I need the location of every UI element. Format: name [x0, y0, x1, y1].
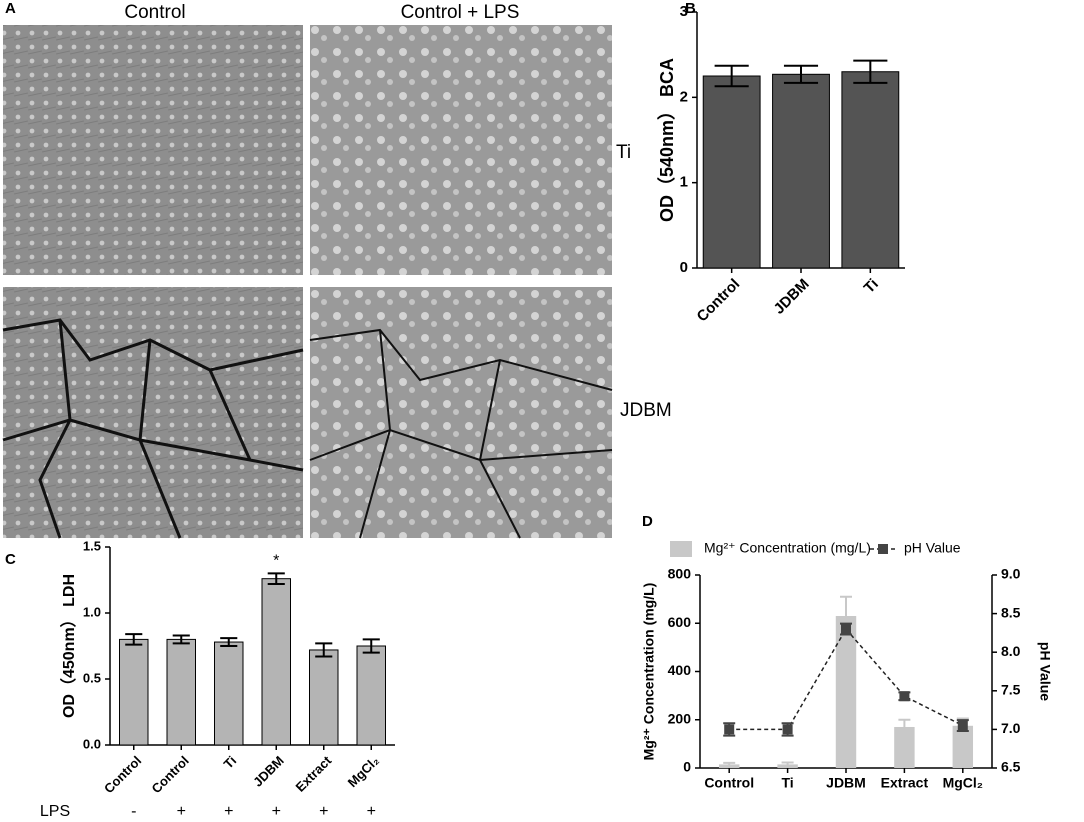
- error-bar: [267, 572, 285, 585]
- y-tick-label: 8.5: [1001, 604, 1021, 620]
- y-tick-label: 8.0: [1001, 643, 1021, 659]
- y-tick-label: 9.0: [1001, 566, 1021, 582]
- bar: [772, 73, 830, 269]
- error-bar: [898, 718, 911, 736]
- row-label: LPS: [40, 803, 70, 820]
- y-tick-label: 0: [683, 759, 691, 775]
- column-label: Control: [124, 2, 185, 23]
- cracks: [2, 318, 613, 539]
- legend-label: pH Value: [904, 540, 961, 556]
- x-tick-label: JDBM: [771, 276, 813, 318]
- y-axis-label: OD（450nm） LDH: [60, 574, 78, 718]
- micrograph: [3, 25, 303, 275]
- bar: [119, 638, 149, 746]
- bar: [952, 725, 974, 768]
- annotation: *: [273, 553, 279, 570]
- row-value: +: [319, 803, 328, 820]
- error-bar: [362, 638, 380, 654]
- bar: [356, 645, 386, 746]
- y-tick-label: 0: [680, 259, 688, 276]
- y-tick-label: 2: [680, 88, 688, 105]
- y-tick-label: 800: [668, 566, 692, 582]
- x-tick-label: Ti: [221, 753, 240, 772]
- x-tick-label: MgCl₂: [345, 753, 382, 790]
- error-bar: [853, 59, 888, 84]
- error-bar: [714, 64, 749, 88]
- legend-swatch: [670, 541, 692, 557]
- y-tick-label: 6.5: [1001, 759, 1021, 775]
- panel-letter: A: [5, 0, 16, 17]
- bar: [214, 641, 244, 746]
- bar: [309, 649, 339, 746]
- legend-marker: [878, 544, 888, 554]
- y-tick-label: 200: [668, 710, 692, 726]
- x-tick-label: Control: [101, 753, 144, 796]
- y-tick-label: 7.0: [1001, 720, 1021, 736]
- y-tick-label: 0.5: [83, 670, 101, 685]
- row-label: JDBM: [620, 400, 672, 421]
- y-tick-label: 1: [680, 174, 688, 191]
- y-tick-label: 0.0: [83, 736, 101, 751]
- bar: [261, 578, 291, 746]
- marker: [957, 720, 968, 731]
- y2-axis-label: pH Value: [1037, 642, 1053, 701]
- y-axis-label: OD（540nm） BCA: [657, 58, 677, 222]
- panel-letter: D: [642, 513, 653, 530]
- panel-letter: B: [685, 0, 696, 17]
- row-label: Ti: [616, 142, 631, 163]
- y-tick-label: 7.5: [1001, 682, 1021, 698]
- error-bar: [315, 642, 333, 658]
- y-axis-label: Mg²⁺ Concentration (mg/L): [641, 583, 657, 761]
- marker: [841, 624, 851, 635]
- bar: [166, 638, 196, 746]
- micrograph: [310, 287, 612, 538]
- bar: [835, 616, 857, 768]
- micrograph: [3, 287, 303, 538]
- y-tick-label: 600: [668, 614, 692, 630]
- bar: [841, 71, 900, 269]
- x-tick-label: MgCl₂: [943, 775, 983, 791]
- legend-label: Mg²⁺ Concentration (mg/L): [704, 540, 871, 556]
- x-tick-label: JDBM: [250, 753, 287, 790]
- marker: [724, 724, 735, 735]
- row-value: +: [272, 803, 281, 820]
- error-bar: [125, 633, 143, 646]
- marker: [782, 724, 793, 735]
- x-tick-label: Extract: [881, 775, 929, 791]
- y-tick-label: 1.0: [83, 604, 101, 619]
- error-bar: [723, 761, 736, 767]
- panel-letter: C: [5, 551, 16, 568]
- x-tick-label: Extract: [293, 752, 335, 794]
- row-value: -: [131, 803, 136, 820]
- y-tick-label: 3: [680, 3, 688, 20]
- x-tick-label: Control: [694, 276, 744, 326]
- marker: [899, 691, 910, 702]
- x-tick-label: Control: [704, 775, 754, 791]
- y-tick-label: 1.5: [83, 538, 101, 553]
- line: [729, 627, 964, 731]
- x-tick-label: Ti: [861, 276, 882, 297]
- row-value: +: [177, 803, 186, 820]
- row-value: +: [224, 803, 233, 820]
- error-bar: [783, 64, 819, 84]
- error-bar: [172, 634, 190, 645]
- row-value: +: [367, 803, 376, 820]
- error-bar: [220, 637, 238, 647]
- column-label: Control + LPS: [401, 2, 520, 23]
- micrograph: [310, 25, 612, 275]
- y-tick-label: 400: [668, 662, 692, 678]
- x-tick-label: JDBM: [826, 775, 866, 791]
- bar: [702, 75, 761, 269]
- bar: [894, 726, 915, 768]
- x-tick-label: Ti: [781, 775, 793, 791]
- x-tick-label: Control: [149, 753, 192, 796]
- error-bar: [781, 761, 794, 768]
